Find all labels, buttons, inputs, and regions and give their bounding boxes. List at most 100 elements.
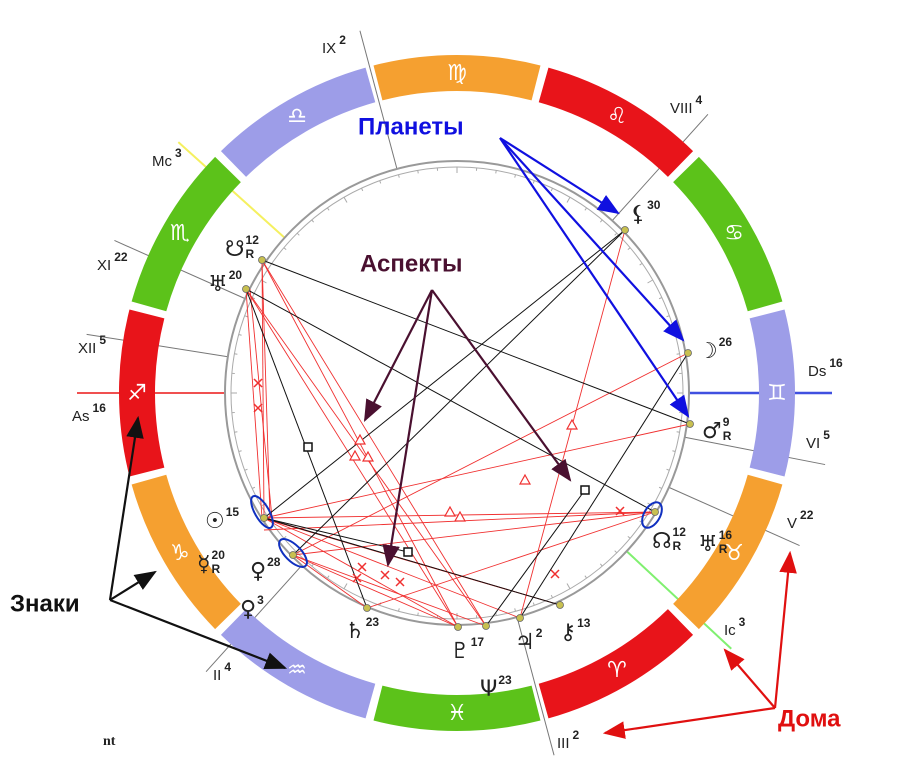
planet-degree: 23 (498, 673, 512, 687)
aspect-line (292, 511, 656, 556)
degree-tick (283, 535, 287, 539)
aspect-sextile (352, 573, 362, 583)
planet-glyph: ☽ (698, 339, 718, 364)
degree-tick (566, 197, 571, 203)
planet-degree: 12 (246, 233, 260, 247)
annotation-label: Знаки (10, 590, 80, 617)
degree-tick (244, 315, 248, 318)
planet-degree: 30 (647, 198, 661, 212)
planet-dot (556, 601, 564, 609)
planet-glyph: ⚸ (630, 202, 646, 227)
planet-glyph: ♂ (702, 419, 722, 444)
degree-tick (676, 431, 680, 433)
degree-tick (398, 608, 400, 612)
planet-dot (621, 226, 629, 234)
planet-degree: 17 (471, 635, 485, 649)
degree-tick (234, 431, 238, 433)
sign-glyph: ♋ (724, 221, 744, 246)
house-degree: 5 (823, 428, 830, 442)
aspect-line (245, 288, 263, 519)
house-degree: 3 (175, 146, 182, 160)
aspect-line (249, 288, 273, 519)
planet-degree: 28 (267, 555, 281, 569)
planet-dot (516, 614, 524, 622)
house-label: Ic (724, 622, 736, 639)
house-label: XII (78, 340, 96, 357)
aspect-square (580, 485, 590, 495)
house-degree: 3 (739, 615, 746, 629)
degree-tick (379, 180, 382, 184)
planet-dot (363, 604, 371, 612)
planet-degree: 15 (226, 505, 240, 519)
planet-retro: R (723, 429, 732, 443)
degree-tick (296, 232, 300, 236)
degree-tick (676, 353, 680, 355)
house-degree: 2 (339, 33, 346, 47)
degree-tick (566, 583, 571, 589)
degree-tick (666, 315, 670, 318)
planet-dot (684, 349, 692, 357)
sign-segment (131, 474, 241, 630)
degree-tick (550, 187, 553, 192)
degree-tick (672, 334, 676, 336)
planet-degree: 12 (673, 525, 687, 539)
aspect-sextile (550, 569, 560, 579)
planet-glyph: ♀ (250, 559, 266, 584)
house-degree: 4 (696, 93, 703, 107)
planet-glyph: ♄ (345, 619, 365, 644)
degree-tick (343, 197, 348, 203)
degree-tick (361, 187, 364, 192)
house-label: V (787, 515, 797, 532)
annotations: Планеты Аспекты Знаки Дома (10, 113, 841, 739)
degree-tick (584, 207, 588, 211)
annotation-label: Планеты (358, 113, 464, 140)
degree-tick (234, 353, 238, 355)
arrow (602, 706, 776, 739)
annotation-label: Аспекты (360, 250, 462, 277)
planet-glyph: ☊ (652, 529, 672, 554)
planet-dot (686, 420, 694, 428)
arrow (382, 289, 434, 568)
degree-tick (283, 247, 287, 251)
planet-dot (482, 622, 490, 630)
degree-tick (417, 170, 419, 174)
aspect-line (485, 489, 586, 627)
aspect-sextile (357, 562, 367, 572)
aspect-sextile (615, 506, 625, 516)
aspect-line (292, 554, 368, 609)
planet-glyph: ♅ (208, 272, 228, 297)
aspect-trine (565, 418, 579, 430)
aspect-line (263, 517, 459, 628)
aspect-line (366, 511, 656, 609)
degree-tick (495, 170, 497, 174)
aspect-line (263, 517, 409, 553)
aspect-line (292, 352, 689, 556)
aspect-line (292, 229, 626, 556)
arrow (109, 598, 288, 670)
sign-glyph: ♒ (287, 658, 307, 683)
degree-tick (672, 450, 676, 452)
degree-tick (532, 180, 535, 184)
arrow (109, 570, 157, 601)
degree-tick (311, 219, 315, 223)
planet-degree: 2 (536, 626, 543, 640)
aspect-square (303, 442, 313, 452)
aspect-trine (348, 449, 362, 461)
sign-segment (538, 609, 694, 719)
sign-segment (131, 156, 241, 312)
sign-glyph: ♉ (724, 541, 744, 566)
sign-segment (220, 67, 376, 177)
sign-segment (673, 156, 783, 312)
aspect-line (263, 517, 521, 619)
sign-glyph: ♌ (607, 104, 627, 129)
degree-tick (658, 486, 663, 489)
sign-glyph: ♓ (447, 701, 467, 726)
degree-tick (584, 575, 588, 579)
sign-segment (673, 474, 783, 630)
aspect-line (261, 259, 271, 519)
house-degree: 22 (800, 508, 814, 522)
house-label: VI (806, 435, 820, 452)
sign-segment (749, 309, 795, 477)
house-degree: 2 (573, 728, 580, 742)
house-cusp (516, 616, 555, 756)
